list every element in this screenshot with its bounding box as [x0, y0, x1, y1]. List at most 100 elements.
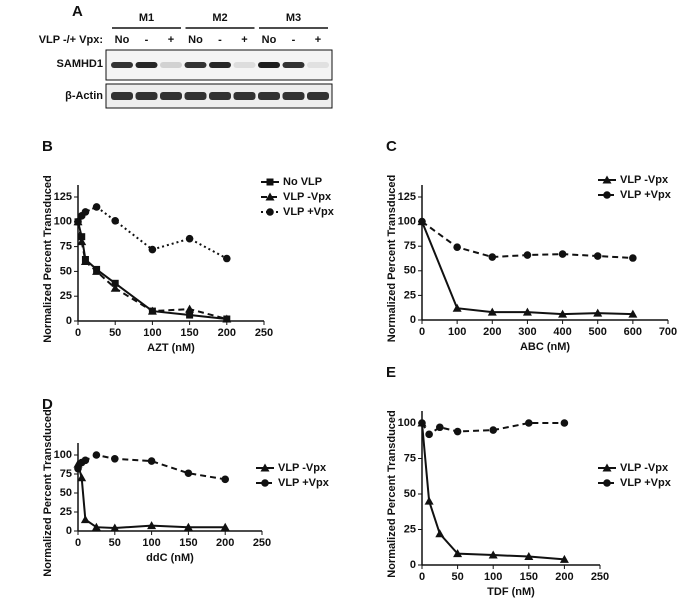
band	[282, 92, 305, 100]
group-label: M3	[286, 12, 301, 24]
y-axis-label: Normalized Percent Transduced	[386, 175, 398, 343]
x-tick-label: 200	[218, 327, 236, 339]
marker	[489, 426, 498, 434]
legend-label: No VLP	[283, 176, 322, 188]
y-tick-label: 50	[404, 265, 416, 277]
marker	[92, 203, 101, 211]
x-tick-label: 200	[483, 326, 501, 338]
band	[209, 92, 231, 100]
marker	[559, 554, 569, 563]
marker	[453, 243, 461, 251]
series-line	[77, 221, 228, 320]
legend-label: VLP +Vpx	[283, 206, 335, 218]
x-tick-label: 0	[419, 326, 425, 338]
marker	[593, 308, 603, 317]
x-tick-label: 100	[143, 327, 161, 339]
band	[233, 62, 256, 68]
marker	[524, 551, 534, 560]
x-tick-label: 250	[253, 537, 271, 549]
legend-label: VLP -Vpx	[278, 462, 327, 474]
marker	[523, 251, 532, 259]
marker	[223, 254, 231, 263]
marker	[525, 419, 533, 427]
lane-label: -	[145, 34, 149, 46]
y-tick-label: 125	[398, 191, 416, 203]
x-tick-label: 250	[255, 327, 273, 339]
marker	[266, 208, 274, 216]
marker	[265, 192, 275, 201]
marker	[452, 303, 462, 312]
marker	[92, 266, 102, 275]
legend-label: VLP -Vpx	[283, 191, 332, 203]
x-axis-label: ddC (nM)	[146, 552, 194, 564]
legend-label: VLP -Vpx	[620, 462, 669, 474]
panel-letter: D	[42, 396, 53, 413]
x-axis-label: ABC (nM)	[520, 341, 570, 353]
y-tick-label: 50	[60, 487, 72, 499]
legend-label: VLP +Vpx	[620, 189, 672, 201]
marker	[74, 218, 82, 226]
lane-header: VLP -/+ Vpx:	[39, 34, 103, 46]
y-axis-label: Normalized Percent Transduced	[386, 410, 398, 578]
series-line	[77, 221, 227, 321]
group-label: M1	[139, 12, 154, 24]
panel-letter: E	[386, 364, 396, 381]
marker	[92, 451, 101, 459]
band	[258, 92, 280, 100]
marker	[424, 496, 434, 505]
marker	[185, 304, 195, 313]
y-tick-label: 75	[404, 240, 416, 252]
lane-label: +	[168, 34, 174, 46]
marker	[603, 479, 611, 487]
legend-label: VLP -Vpx	[620, 174, 669, 186]
band	[135, 62, 158, 68]
y-tick-label: 75	[60, 241, 72, 253]
y-axis-label: Normalized Percent Transduced	[42, 409, 54, 577]
marker	[222, 314, 232, 323]
row-label: β-Actin	[65, 90, 103, 102]
marker	[487, 307, 497, 316]
marker	[418, 419, 426, 427]
y-tick-label: 25	[60, 506, 72, 518]
marker	[110, 283, 120, 292]
x-tick-label: 200	[216, 537, 234, 549]
lane-label: No	[115, 34, 130, 46]
marker	[602, 463, 612, 472]
marker	[80, 515, 90, 524]
x-tick-label: 50	[109, 327, 121, 339]
y-tick-label: 25	[60, 290, 72, 302]
x-tick-label: 100	[448, 326, 466, 338]
series-line	[421, 221, 633, 316]
x-axis-label: TDF (nM)	[487, 586, 535, 598]
marker	[186, 311, 194, 319]
band	[307, 92, 329, 100]
marker	[147, 521, 157, 530]
series-line	[77, 205, 228, 260]
legend-label: VLP +Vpx	[620, 477, 672, 489]
marker	[425, 430, 433, 439]
marker	[453, 549, 463, 558]
lane-label: +	[241, 34, 247, 46]
x-tick-label: 50	[109, 537, 121, 549]
marker	[81, 456, 90, 465]
band	[160, 62, 182, 68]
x-axis-label: AZT (nM)	[147, 342, 195, 354]
marker	[111, 217, 119, 225]
y-tick-label: 100	[398, 216, 416, 228]
marker	[183, 522, 193, 531]
marker	[221, 475, 229, 484]
band	[209, 62, 231, 68]
series-line	[77, 453, 226, 481]
marker	[602, 175, 612, 184]
x-tick-label: 300	[518, 326, 536, 338]
y-tick-label: 75	[60, 468, 72, 480]
y-tick-label: 100	[398, 417, 416, 429]
marker	[593, 252, 602, 260]
y-tick-label: 25	[404, 289, 416, 301]
marker	[558, 250, 567, 258]
marker	[74, 464, 82, 473]
marker	[220, 522, 230, 531]
x-tick-label: 100	[142, 537, 160, 549]
marker	[185, 234, 194, 243]
marker	[111, 455, 119, 463]
